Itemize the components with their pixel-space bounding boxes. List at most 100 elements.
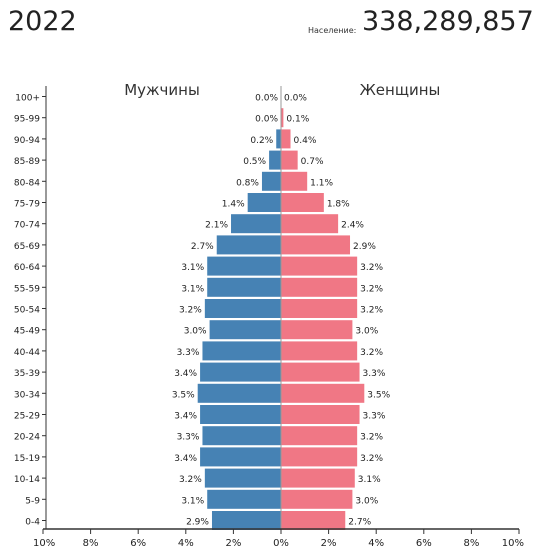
x-tick-label: 4% [178, 538, 194, 549]
female-bar-90-94 [281, 129, 291, 149]
female-value-label: 3.0% [355, 496, 378, 506]
age-group-label: 55-59 [14, 284, 40, 294]
age-group-label: 90-94 [14, 136, 40, 146]
female-value-label: 1.8% [327, 200, 350, 210]
male-bar-75-79 [247, 193, 281, 212]
male-value-label: 0.8% [236, 178, 259, 188]
female-value-label: 2.7% [348, 518, 371, 528]
male-value-label: 3.4% [174, 369, 197, 379]
x-tick-label: 8% [463, 538, 479, 549]
male-value-label: 0.0% [255, 115, 278, 125]
female-bar-55-59 [281, 277, 358, 297]
age-group-label: 45-49 [14, 327, 40, 337]
male-bar-50-54 [204, 299, 281, 318]
x-tick-label: 6% [416, 538, 432, 549]
age-group-label: 35-39 [14, 369, 40, 379]
x-tick-label: 6% [130, 538, 146, 549]
female-bar-0-4 [281, 511, 346, 530]
female-value-label: 3.2% [360, 263, 383, 273]
female-value-label: 3.2% [360, 284, 383, 294]
male-bar-5-9 [207, 489, 281, 509]
male-bar-70-74 [231, 214, 281, 234]
female-bar-40-44 [281, 341, 358, 361]
male-bar-35-39 [200, 362, 281, 382]
male-bar-45-49 [209, 320, 281, 340]
female-bar-5-9 [281, 489, 353, 509]
female-value-label: 3.3% [363, 369, 386, 379]
age-group-label: 50-54 [14, 306, 40, 316]
female-value-label: 3.2% [360, 454, 383, 464]
female-bar-70-74 [281, 214, 339, 234]
male-value-label: 0.5% [243, 157, 266, 167]
male-bar-0-4 [211, 511, 281, 530]
age-group-label: 85-89 [14, 157, 40, 167]
male-bar-10-14 [204, 468, 281, 488]
male-bar-85-89 [269, 150, 281, 170]
age-group-label: 80-84 [14, 178, 40, 188]
age-group-label: 30-34 [14, 390, 40, 400]
age-group-label: 75-79 [14, 200, 40, 210]
male-bar-90-94 [276, 129, 281, 149]
female-bar-45-49 [281, 320, 353, 340]
population-value: 338,289,857 [362, 6, 534, 37]
x-tick-label: 4% [368, 538, 384, 549]
male-bar-65-69 [216, 235, 281, 255]
age-group-label: 100+ [15, 94, 40, 104]
male-value-label: 3.4% [174, 412, 197, 422]
female-bar-65-69 [281, 235, 351, 255]
female-value-label: 3.2% [360, 433, 383, 443]
x-tick-label: 8% [83, 538, 99, 549]
male-value-label: 3.1% [181, 263, 204, 273]
population-label: Население: [308, 26, 357, 35]
legend-female: Женщины [360, 81, 441, 99]
male-value-label: 3.4% [174, 454, 197, 464]
age-group-label: 65-69 [14, 242, 40, 252]
male-bar-60-64 [207, 256, 281, 276]
male-value-label: 3.1% [181, 496, 204, 506]
male-bar-15-19 [200, 447, 281, 467]
female-value-label: 0.4% [294, 136, 317, 146]
age-group-label: 70-74 [14, 221, 40, 231]
female-value-label: 0.0% [284, 94, 307, 104]
male-value-label: 2.7% [191, 242, 214, 252]
female-bar-30-34 [281, 383, 365, 403]
age-group-label: 40-44 [14, 348, 40, 358]
female-value-label: 0.1% [286, 115, 309, 125]
age-group-label: 0-4 [25, 518, 40, 528]
x-tick-label: 10% [33, 538, 55, 549]
age-group-label: 10-14 [14, 475, 40, 485]
female-bar-60-64 [281, 256, 358, 276]
male-value-label: 2.9% [186, 518, 209, 528]
x-tick-label: 2% [321, 538, 337, 549]
male-bar-30-34 [197, 383, 281, 403]
female-value-label: 3.2% [360, 306, 383, 316]
female-value-label: 2.9% [353, 242, 376, 252]
male-value-label: 3.3% [177, 348, 200, 358]
male-bar-20-24 [202, 426, 281, 446]
female-bar-75-79 [281, 193, 324, 212]
female-bar-20-24 [281, 426, 358, 446]
female-bar-25-29 [281, 405, 360, 424]
female-value-label: 3.1% [358, 475, 381, 485]
x-tick-label: 10% [502, 538, 524, 549]
male-value-label: 3.2% [179, 306, 202, 316]
female-value-label: 3.3% [363, 412, 386, 422]
female-bar-85-89 [281, 150, 298, 170]
x-tick-label: 0% [273, 538, 289, 549]
age-group-label: 25-29 [14, 412, 40, 422]
female-value-label: 3.2% [360, 348, 383, 358]
female-bar-50-54 [281, 299, 358, 318]
female-value-label: 3.0% [355, 327, 378, 337]
male-value-label: 3.2% [179, 475, 202, 485]
female-bar-35-39 [281, 362, 360, 382]
female-value-label: 3.5% [367, 390, 390, 400]
age-group-label: 5-9 [25, 496, 40, 506]
male-value-label: 3.3% [177, 433, 200, 443]
age-group-label: 60-64 [14, 263, 40, 273]
female-value-label: 0.7% [301, 157, 324, 167]
female-bar-95-99 [281, 108, 284, 128]
male-value-label: 0.0% [255, 94, 278, 104]
age-group-label: 15-19 [14, 454, 40, 464]
female-bar-15-19 [281, 447, 358, 467]
